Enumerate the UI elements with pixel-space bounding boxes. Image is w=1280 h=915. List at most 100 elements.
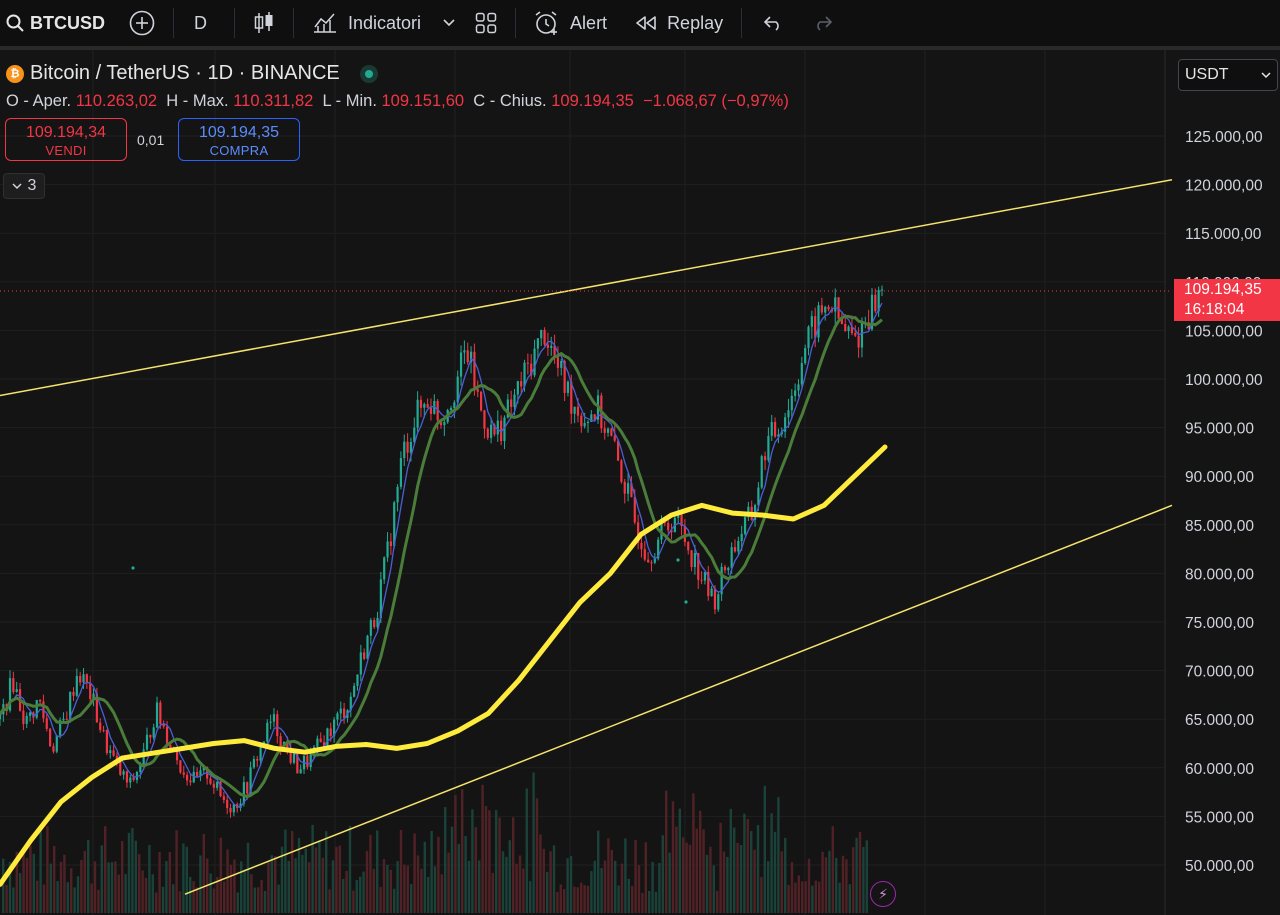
- volume-bar: [355, 880, 358, 913]
- volume-bar: [512, 817, 515, 913]
- candle-body: [757, 487, 760, 506]
- volume-bar: [838, 882, 841, 913]
- close-label: C - Chius.: [473, 92, 547, 110]
- volume-bar: [257, 887, 260, 913]
- candle-body: [69, 691, 72, 720]
- volume-bar: [712, 865, 715, 913]
- candle-body: [316, 738, 319, 747]
- candle-body: [12, 678, 15, 693]
- candle-body: [332, 719, 336, 737]
- candle-body: [840, 318, 844, 324]
- candle-body: [219, 781, 222, 797]
- candle-body: [449, 408, 453, 410]
- buy-button[interactable]: 109.194,35 COMPRA: [178, 118, 300, 161]
- candle-body: [209, 778, 212, 784]
- replay-button[interactable]: Replay: [635, 0, 723, 46]
- volume-bar: [678, 808, 681, 913]
- redo-button[interactable]: [812, 0, 834, 46]
- volume-bar: [12, 887, 15, 913]
- volume-bar: [308, 862, 311, 913]
- volume-bar: [430, 830, 433, 913]
- volume-bar: [787, 884, 790, 913]
- volume-bar: [379, 887, 382, 913]
- candle-body: [580, 415, 583, 427]
- candle-body: [837, 297, 840, 319]
- price-axis-tick: 65.000,00: [1185, 712, 1254, 729]
- candle-body: [690, 550, 693, 568]
- volume-bar: [328, 889, 331, 913]
- volume-bar: [36, 880, 39, 913]
- candle-body: [185, 774, 189, 781]
- volume-bar: [236, 892, 239, 913]
- candle-body: [469, 351, 473, 363]
- volume-bar: [403, 864, 406, 913]
- symbol-search[interactable]: BTCUSD: [6, 0, 105, 46]
- candle-body: [804, 348, 807, 364]
- volume-bar: [372, 868, 375, 913]
- layouts-button[interactable]: [475, 0, 497, 46]
- volume-bar: [325, 831, 328, 913]
- candle-body: [773, 421, 777, 437]
- chart-pane[interactable]: 125.000,00120.000,00115.000,00110.000,00…: [0, 50, 1280, 915]
- candle-body: [743, 517, 747, 534]
- symbol-legend[interactable]: ₿ Bitcoin / TetherUS · 1D · BINANCE: [6, 62, 378, 85]
- volume-bar: [780, 851, 783, 913]
- candle-body: [363, 652, 366, 659]
- high-label: H - Max.: [166, 92, 229, 110]
- volume-bar: [359, 876, 362, 913]
- candle-body: [620, 460, 623, 482]
- volume-bar: [104, 826, 107, 913]
- volume-bar: [318, 840, 321, 913]
- candle-body: [657, 539, 660, 559]
- chevron-down-icon: [12, 182, 22, 189]
- volume-bar: [580, 882, 583, 913]
- currency-select[interactable]: USDT: [1178, 59, 1278, 91]
- candle-body: [563, 360, 566, 393]
- volume-bar: [49, 863, 52, 913]
- candle-body: [356, 674, 359, 686]
- candle-body: [566, 381, 570, 393]
- volume-bar: [549, 851, 552, 913]
- volume-bar: [56, 881, 59, 913]
- volume-bar: [807, 858, 811, 913]
- compare-button[interactable]: [129, 0, 155, 46]
- candle-body: [99, 722, 102, 731]
- candle-body: [159, 702, 162, 725]
- volume-bar: [155, 892, 158, 913]
- candle-body: [55, 735, 58, 752]
- volume-bar: [22, 846, 25, 913]
- candle-body: [479, 391, 483, 411]
- alert-button[interactable]: Alert: [534, 0, 607, 46]
- volume-bar: [53, 845, 56, 913]
- volume-bar: [637, 865, 641, 913]
- volume-bar: [389, 869, 392, 913]
- volume-bar: [450, 826, 454, 913]
- price-chart[interactable]: 125.000,00120.000,00115.000,00110.000,00…: [0, 50, 1280, 915]
- volume-bar: [627, 878, 630, 913]
- volume-bar: [297, 837, 301, 913]
- price-axis-tick: 100.000,00: [1185, 372, 1263, 389]
- volume-bar: [505, 856, 508, 913]
- undo-button[interactable]: [762, 0, 784, 46]
- indicators-button[interactable]: Indicatori: [312, 0, 455, 46]
- indicators-collapse-button[interactable]: 3: [3, 173, 45, 199]
- chart-type-button[interactable]: [253, 0, 275, 46]
- candle-body: [647, 559, 650, 563]
- chevron-down-icon: [443, 19, 455, 27]
- candle-body: [556, 357, 560, 368]
- volume-bar: [651, 861, 654, 913]
- volume-bar: [284, 829, 287, 913]
- candle-body: [610, 428, 613, 436]
- volume-bar: [559, 884, 562, 913]
- volume-bar: [753, 849, 756, 913]
- sell-button[interactable]: 109.194,34 VENDI: [5, 118, 127, 161]
- candle-body: [139, 765, 142, 773]
- candle-body: [249, 767, 252, 794]
- alert-label: Alert: [570, 12, 608, 33]
- interval-button[interactable]: D: [194, 0, 216, 46]
- high-value: 110.311,82: [233, 92, 314, 110]
- volume-bar: [223, 881, 226, 913]
- price-axis-tick: 95.000,00: [1185, 421, 1254, 438]
- flash-icon[interactable]: ⚡: [870, 881, 896, 907]
- volume-bar: [488, 810, 491, 913]
